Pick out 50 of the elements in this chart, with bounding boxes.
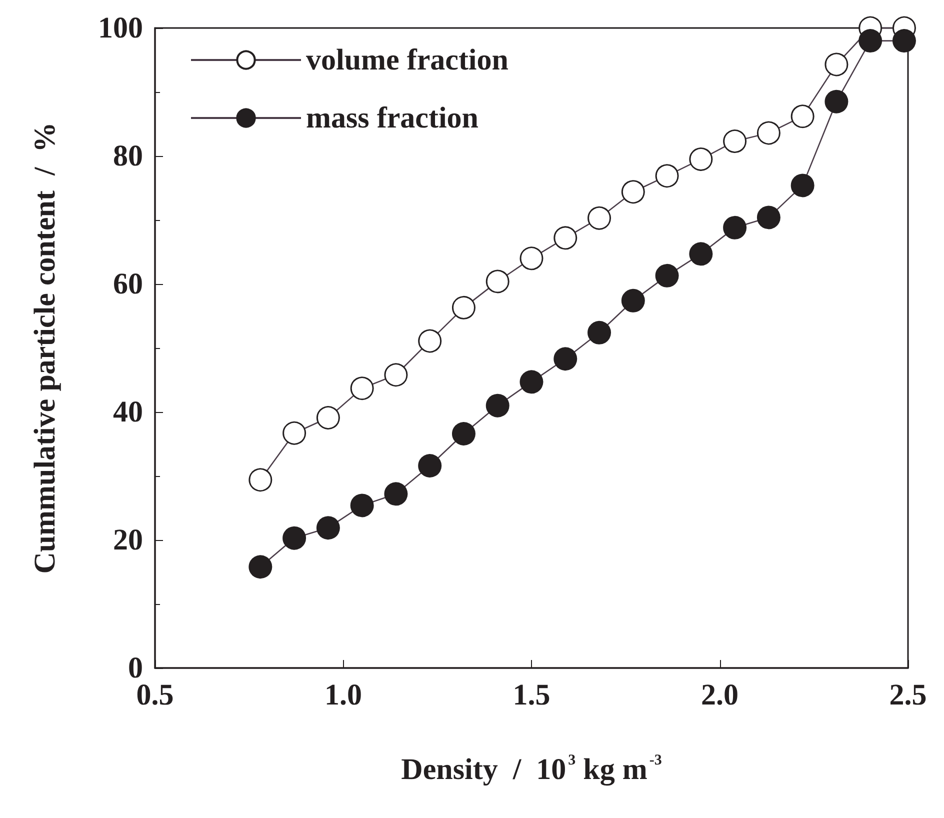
- point: [350, 494, 374, 518]
- point: [824, 52, 848, 76]
- x-tick-label: 1.5: [512, 678, 550, 712]
- x-tick-label: 2.0: [701, 678, 738, 712]
- point: [756, 206, 780, 230]
- point: [588, 320, 612, 344]
- point: [858, 29, 882, 53]
- point: [655, 264, 679, 288]
- point: [824, 90, 848, 114]
- point: [282, 526, 306, 550]
- point: [790, 104, 814, 128]
- point: [520, 246, 544, 270]
- point: [689, 242, 713, 266]
- point: [554, 347, 578, 371]
- point: [282, 421, 306, 445]
- y-tick-label: 40: [113, 396, 143, 428]
- point: [418, 329, 442, 353]
- point: [756, 121, 780, 145]
- point: [486, 270, 510, 294]
- point: [689, 147, 713, 171]
- point: [655, 164, 679, 188]
- point: [350, 376, 374, 400]
- point: [486, 394, 510, 418]
- point: [248, 555, 272, 579]
- y-tick-label: 60: [113, 268, 143, 300]
- point: [452, 422, 476, 446]
- x-tick-label: 2.5: [889, 678, 927, 712]
- legend-label: volume fraction: [306, 44, 509, 76]
- point: [723, 130, 747, 154]
- point: [316, 516, 340, 540]
- y-tick-label: 100: [98, 12, 143, 44]
- legend-label: mass fraction: [306, 102, 479, 134]
- y-tick-label: 20: [113, 524, 143, 556]
- point: [452, 296, 476, 320]
- point: [520, 370, 544, 394]
- y-tick-label: 80: [113, 140, 143, 172]
- point: [621, 288, 645, 312]
- point: [248, 468, 272, 492]
- y-axis-title: Cummulative particle content / %: [28, 122, 62, 574]
- point: [892, 29, 916, 53]
- point: [384, 482, 408, 506]
- point: [588, 206, 612, 230]
- x-tick-label: 1.0: [324, 678, 362, 712]
- point: [418, 454, 442, 478]
- point: [554, 226, 578, 250]
- point: [723, 216, 747, 240]
- point: [384, 363, 408, 387]
- point: [621, 180, 645, 204]
- point: [316, 406, 340, 430]
- point: [790, 174, 814, 198]
